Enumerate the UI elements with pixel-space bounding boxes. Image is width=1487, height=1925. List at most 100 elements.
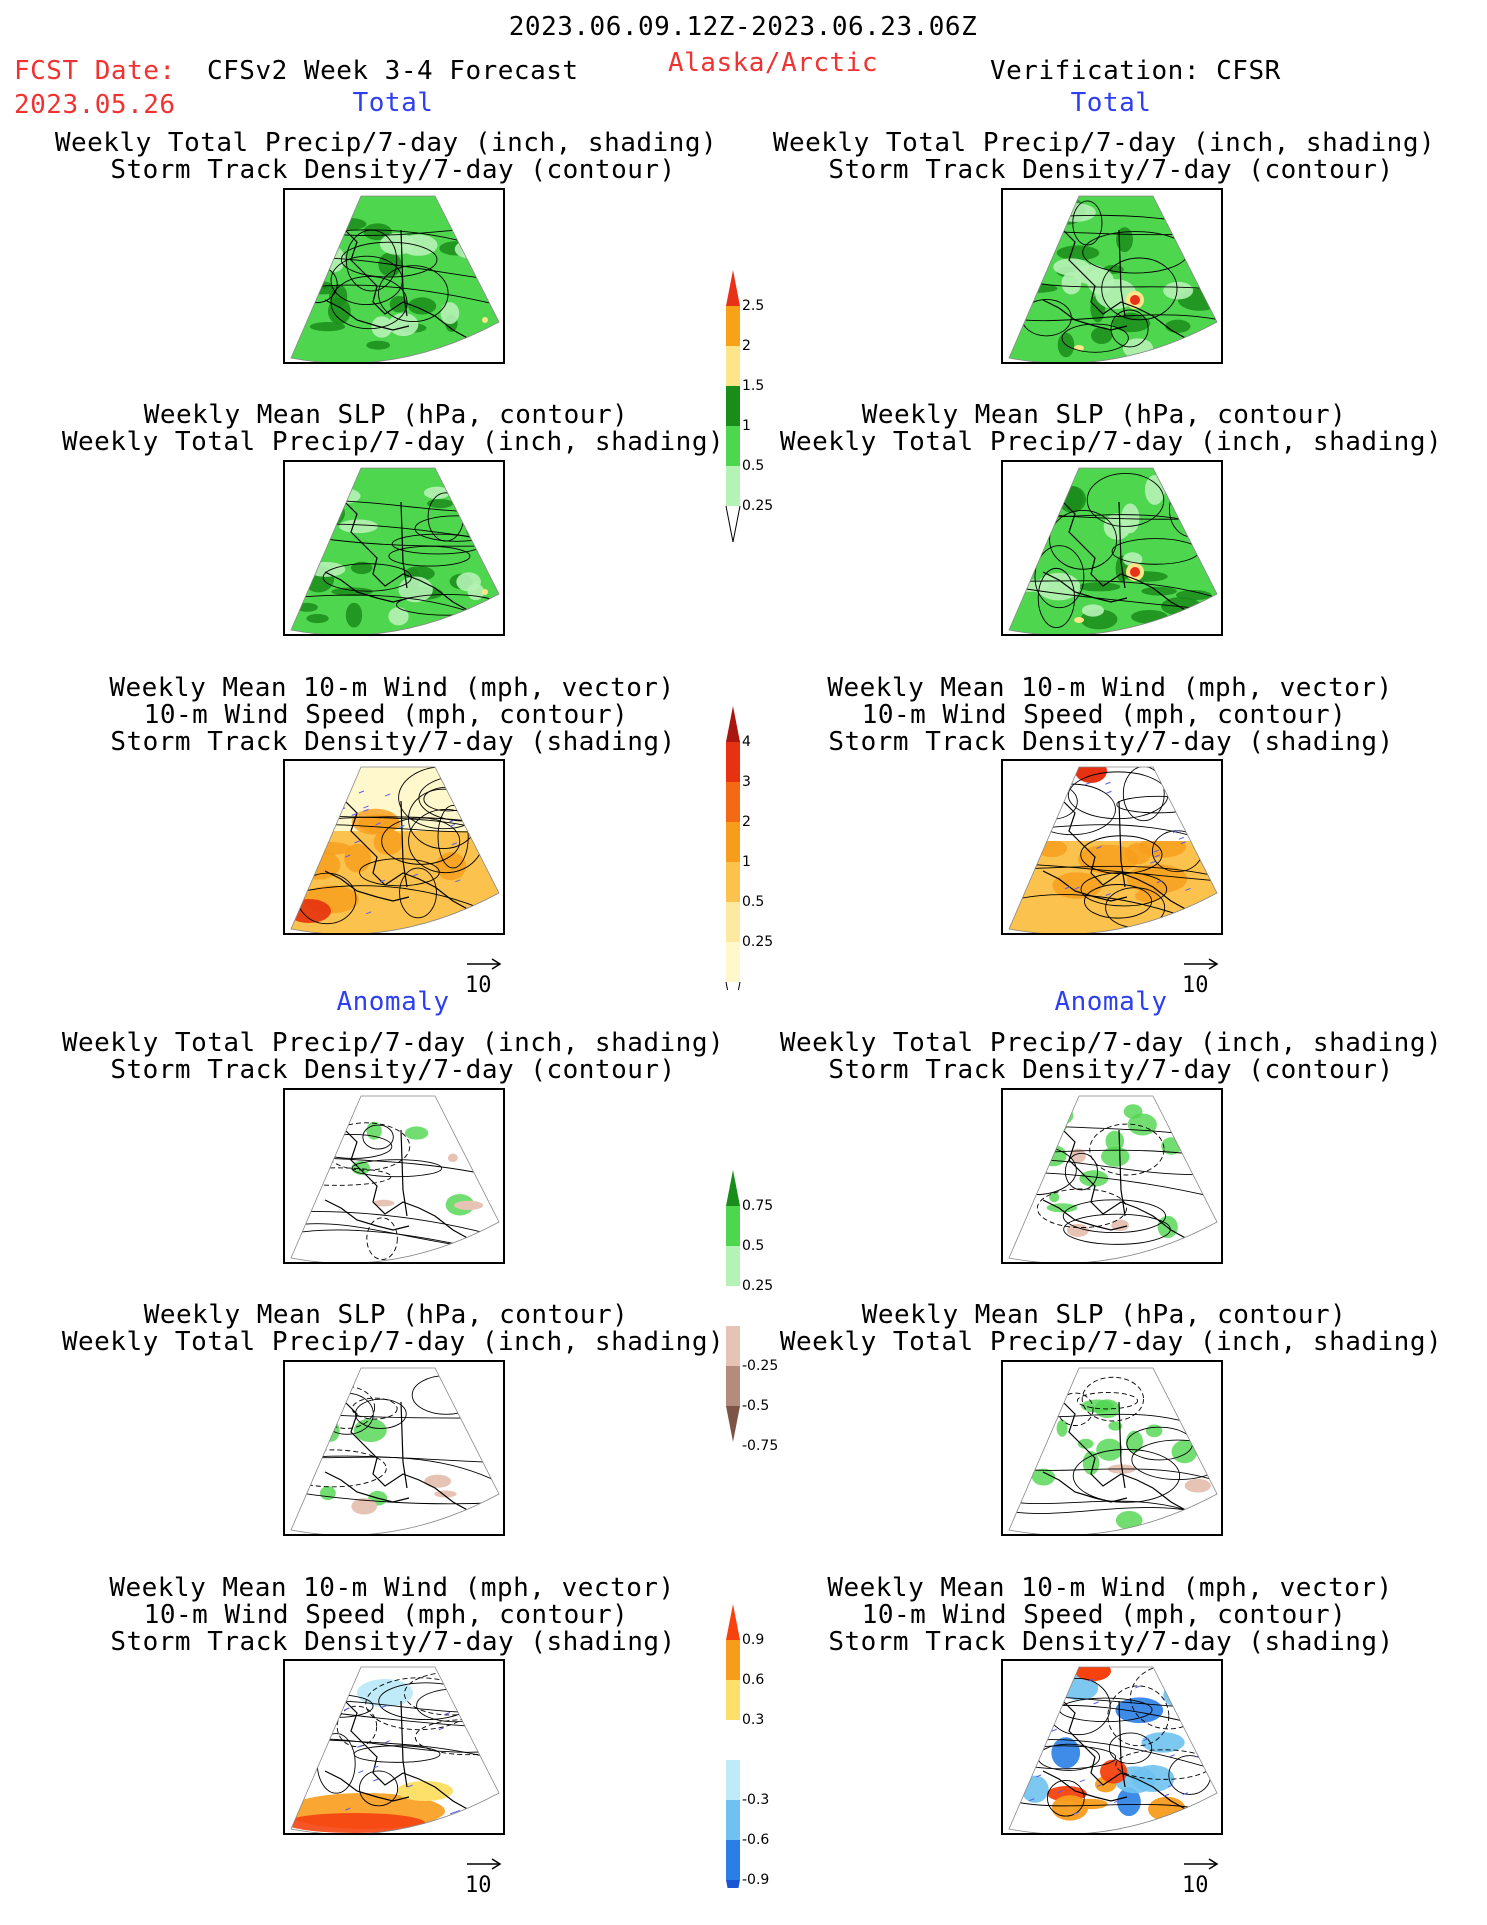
colorbar-tick-label: 2	[742, 338, 751, 354]
map-anom-slp-fcst	[283, 1360, 505, 1536]
colorbar-tick-label: 0.5	[742, 894, 765, 910]
title-anom-slp-left-1: Weekly Mean SLP (hPa, contour)	[143, 1300, 629, 1330]
right-arrow-icon	[467, 958, 502, 970]
map-total-wind-obs	[1001, 759, 1223, 935]
fcst-date-label: FCST Date:	[14, 56, 176, 86]
title-total-precip-right-1: Weekly Total Precip/7-day (inch, shading…	[772, 128, 1436, 158]
colorbar-tick-label: 0.9	[742, 1632, 765, 1648]
title-anom-slp-left-2: Weekly Total Precip/7-day (inch, shading…	[61, 1327, 725, 1357]
right-arrow-icon	[1184, 1858, 1219, 1870]
colorbar-segment	[726, 346, 740, 386]
fcst-date-value: 2023.05.26	[14, 90, 176, 120]
colorbar-tick-label: 2	[742, 814, 751, 830]
title-anom-slp-right-2: Weekly Total Precip/7-day (inch, shading…	[779, 1327, 1443, 1357]
colorbar-tick-label: 0.6	[742, 1672, 765, 1688]
title-anom-wind-left-2: 10-m Wind Speed (mph, contour)	[143, 1600, 629, 1630]
title-anom-wind-right-1: Weekly Mean 10-m Wind (mph, vector)	[827, 1573, 1393, 1603]
map-anom-precip-fcst	[283, 1088, 505, 1264]
colorbar-tick-label: 0.25	[742, 498, 774, 514]
map-anom-wind-fcst	[283, 1659, 505, 1835]
colorbar-tick-label: 0.25	[742, 934, 774, 950]
map-graphic	[1008, 195, 1218, 362]
map-total-slp-fcst	[283, 460, 505, 636]
title-total-wind-left-3: Storm Track Density/7-day (shading)	[110, 727, 676, 757]
colorbar-bottom-cap	[726, 1880, 740, 1916]
map-graphic	[290, 195, 500, 362]
title-total-slp-right-1: Weekly Mean SLP (hPa, contour)	[861, 400, 1347, 430]
title-total-slp-left-1: Weekly Mean SLP (hPa, contour)	[143, 400, 629, 430]
colorbar-graphic	[726, 1170, 740, 1442]
colorbar-precip-total: 2.5 2 1.5 1 0.5 0.25	[718, 268, 788, 554]
colorbar-tick-label: 0.5	[742, 1238, 765, 1254]
section-total-left: Total	[352, 88, 434, 118]
title-total-slp-left-2: Weekly Total Precip/7-day (inch, shading…	[61, 427, 725, 457]
map-anom-wind-obs	[1001, 1659, 1223, 1835]
title-anom-precip-right-1: Weekly Total Precip/7-day (inch, shading…	[779, 1028, 1443, 1058]
map-graphic	[1008, 1367, 1218, 1534]
colorbar-bottom-cap	[725, 505, 741, 543]
map-total-wind-fcst	[283, 759, 505, 935]
title-total-wind-right-3: Storm Track Density/7-day (shading)	[828, 727, 1394, 757]
map-graphic	[1008, 766, 1218, 933]
map-graphic	[1008, 1666, 1218, 1833]
section-anomaly-right: Anomaly	[1054, 987, 1168, 1017]
colorbar-tick-label: 1.5	[742, 378, 765, 394]
colorbar-segment	[726, 742, 740, 782]
title-anom-precip-right-2: Storm Track Density/7-day (contour)	[828, 1055, 1394, 1085]
colorbar-segment	[726, 306, 740, 346]
title-total-wind-right-2: 10-m Wind Speed (mph, contour)	[861, 700, 1347, 730]
colorbar-tick-label: -0.9	[742, 1872, 770, 1888]
colorbar-segment	[726, 1286, 740, 1326]
title-anom-wind-left-1: Weekly Mean 10-m Wind (mph, vector)	[109, 1573, 675, 1603]
title-total-precip-right-2: Storm Track Density/7-day (contour)	[828, 155, 1394, 185]
colorbar-graphic	[725, 706, 741, 1019]
map-anom-precip-obs	[1001, 1088, 1223, 1264]
colorbar-segment	[726, 862, 740, 902]
vector-key-total-right: 10	[1182, 956, 1222, 1000]
map-graphic	[290, 1367, 500, 1534]
map-anom-slp-obs	[1001, 1360, 1223, 1536]
colorbar-tick-label: -0.25	[742, 1358, 779, 1374]
map-graphic	[290, 467, 500, 634]
title-anom-precip-left-1: Weekly Total Precip/7-day (inch, shading…	[61, 1028, 725, 1058]
title-anom-precip-left-2: Storm Track Density/7-day (contour)	[110, 1055, 676, 1085]
map-graphic	[290, 1666, 500, 1833]
title-total-slp-right-2: Weekly Total Precip/7-day (inch, shading…	[779, 427, 1443, 457]
map-graphic	[1008, 1095, 1218, 1262]
vector-key-label: 10	[465, 973, 492, 998]
colorbar-graphic	[725, 270, 741, 543]
title-anom-wind-right-2: 10-m Wind Speed (mph, contour)	[861, 1600, 1347, 1630]
title-total-wind-right-1: Weekly Mean 10-m Wind (mph, vector)	[827, 673, 1393, 703]
colorbar-tick-label: -0.6	[742, 1832, 770, 1848]
vector-key-anom-right: 10	[1182, 1856, 1222, 1900]
right-arrow-icon	[467, 1858, 502, 1870]
map-total-precip-fcst	[283, 188, 505, 364]
colorbar-tick-label: 1	[742, 418, 751, 434]
colorbar-segment	[726, 782, 740, 822]
colorbar-segment	[726, 1840, 740, 1880]
title-anom-wind-right-3: Storm Track Density/7-day (shading)	[828, 1627, 1394, 1657]
colorbar-segment	[726, 1760, 740, 1800]
colorbar-track-total: 4 3 2 1 0.5 0.25	[718, 704, 788, 1019]
colorbar-tick-label: 1	[742, 854, 751, 870]
section-anomaly-left: Anomaly	[336, 987, 450, 1017]
colorbar-segment	[726, 1366, 740, 1406]
colorbar-segment	[726, 1720, 740, 1760]
map-graphic	[1008, 467, 1218, 634]
colorbar-tick-label: -0.3	[742, 1792, 770, 1808]
colorbar-segment	[726, 902, 740, 942]
colorbar-tick-label: 0.5	[742, 458, 765, 474]
title-anom-slp-right-1: Weekly Mean SLP (hPa, contour)	[861, 1300, 1347, 1330]
map-total-precip-obs	[1001, 188, 1223, 364]
colorbar-bottom-cap	[726, 1406, 740, 1442]
vector-key-label: 10	[1182, 1873, 1209, 1898]
colorbar-segment	[726, 822, 740, 862]
colorbar-tick-label: 2.5	[742, 298, 765, 314]
colorbar-segment	[726, 1680, 740, 1720]
vector-key-total-left: 10	[465, 956, 505, 1000]
title-total-wind-left-1: Weekly Mean 10-m Wind (mph, vector)	[109, 673, 675, 703]
colorbar-segment	[726, 1246, 740, 1286]
colorbar-track-anom: 0.9 0.6 0.3 -0.3 -0.6 -0.9	[718, 1602, 788, 1916]
colorbar-segment	[726, 1326, 740, 1366]
colorbar-segment	[726, 1800, 740, 1840]
